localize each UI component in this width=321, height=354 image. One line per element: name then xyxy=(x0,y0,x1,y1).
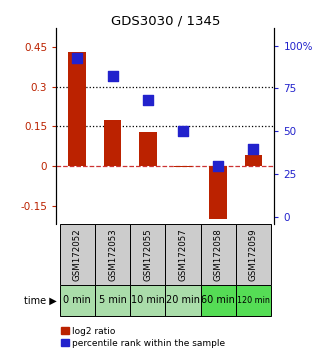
Text: GSM172055: GSM172055 xyxy=(143,228,152,281)
Text: GSM172057: GSM172057 xyxy=(178,228,187,281)
Bar xyxy=(68,52,86,166)
Point xyxy=(145,98,150,103)
Title: GDS3030 / 1345: GDS3030 / 1345 xyxy=(111,14,220,27)
Bar xyxy=(201,285,236,316)
Bar xyxy=(236,285,271,316)
Text: 5 min: 5 min xyxy=(99,295,126,306)
Legend: log2 ratio, percentile rank within the sample: log2 ratio, percentile rank within the s… xyxy=(61,327,226,348)
Point xyxy=(75,55,80,61)
Bar xyxy=(245,155,262,166)
Bar xyxy=(174,166,192,167)
Bar xyxy=(95,285,130,316)
Text: 0 min: 0 min xyxy=(64,295,91,306)
Point xyxy=(180,129,186,134)
Text: 20 min: 20 min xyxy=(166,295,200,306)
Text: 10 min: 10 min xyxy=(131,295,165,306)
Text: GSM172058: GSM172058 xyxy=(213,228,223,281)
Bar xyxy=(60,224,95,285)
Text: GSM172053: GSM172053 xyxy=(108,228,117,281)
Point xyxy=(216,163,221,169)
Point xyxy=(251,146,256,152)
Bar xyxy=(165,224,201,285)
Bar xyxy=(201,224,236,285)
Bar xyxy=(95,224,130,285)
Bar xyxy=(236,224,271,285)
Bar xyxy=(130,285,165,316)
Text: 120 min: 120 min xyxy=(237,296,270,305)
Point xyxy=(110,74,115,79)
Bar xyxy=(104,120,121,166)
Bar xyxy=(209,166,227,219)
Text: 60 min: 60 min xyxy=(201,295,235,306)
Bar xyxy=(60,285,95,316)
Bar xyxy=(130,224,165,285)
Text: GSM172052: GSM172052 xyxy=(73,228,82,281)
Text: GSM172059: GSM172059 xyxy=(249,228,258,281)
Text: time ▶: time ▶ xyxy=(24,295,56,306)
Bar xyxy=(139,132,157,166)
Bar xyxy=(165,285,201,316)
